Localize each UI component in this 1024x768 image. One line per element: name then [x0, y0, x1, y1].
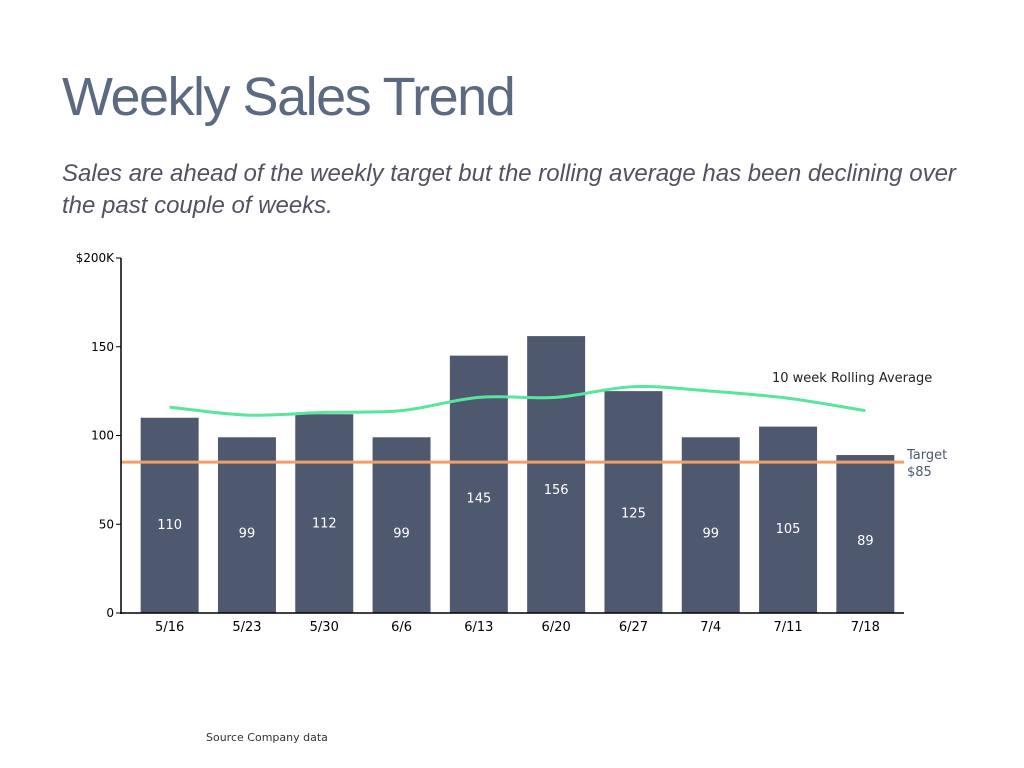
target-label: Target — [906, 448, 947, 463]
source-note: Source Company data — [206, 731, 328, 744]
x-tick-label: 7/18 — [851, 620, 880, 635]
x-tick-label: 6/20 — [542, 620, 571, 635]
bar-data-label: 145 — [466, 491, 491, 506]
bar — [372, 437, 431, 613]
bar-data-label: 156 — [544, 483, 569, 498]
bar — [759, 426, 818, 613]
target-value-label: $85 — [907, 465, 932, 480]
x-tick-label: 7/11 — [773, 620, 802, 635]
bar — [681, 437, 740, 613]
page-subtitle: Sales are ahead of the weekly target but… — [62, 160, 956, 219]
bar-data-label: 99 — [702, 526, 719, 541]
bar — [217, 437, 276, 613]
bar — [604, 391, 663, 613]
bar-data-label: 110 — [157, 518, 182, 533]
bar-data-label: 112 — [312, 517, 337, 532]
lines-group — [121, 385, 904, 464]
x-tick-label: 5/16 — [155, 620, 184, 635]
bar — [140, 417, 199, 613]
rolling-average-label: 10 week Rolling Average — [772, 371, 932, 386]
bar-data-label: 89 — [857, 534, 874, 549]
axes-group: 0 50 100 150 $200K 5/16 5/23 5/30 6/6 6/13 6/20 6/2… — [76, 251, 904, 635]
bar-data-label: 99 — [393, 526, 410, 541]
rolling-average-line — [169, 385, 866, 417]
x-tick-label: 6/6 — [391, 620, 412, 635]
bar — [527, 336, 586, 613]
bar-data-label: 99 — [239, 526, 256, 541]
x-tick-label: 5/30 — [310, 620, 339, 635]
y-tick-label: 100 — [91, 429, 114, 443]
bar — [836, 455, 895, 613]
y-tick-label: 150 — [91, 340, 114, 354]
bar — [449, 355, 508, 613]
y-tick-label: 50 — [99, 517, 114, 531]
x-tick-label: 7/4 — [700, 620, 721, 635]
y-tick-label: $200K — [76, 251, 116, 265]
page-title: Weekly Sales Trend — [62, 67, 516, 127]
bar-data-label: 125 — [621, 507, 646, 522]
bar — [295, 414, 354, 613]
x-tick-label: 5/23 — [232, 620, 261, 635]
x-tick-label: 6/27 — [619, 620, 648, 635]
bar-data-label: 105 — [776, 522, 801, 537]
y-tick-label: 0 — [106, 606, 114, 620]
x-tick-label: 6/13 — [464, 620, 493, 635]
